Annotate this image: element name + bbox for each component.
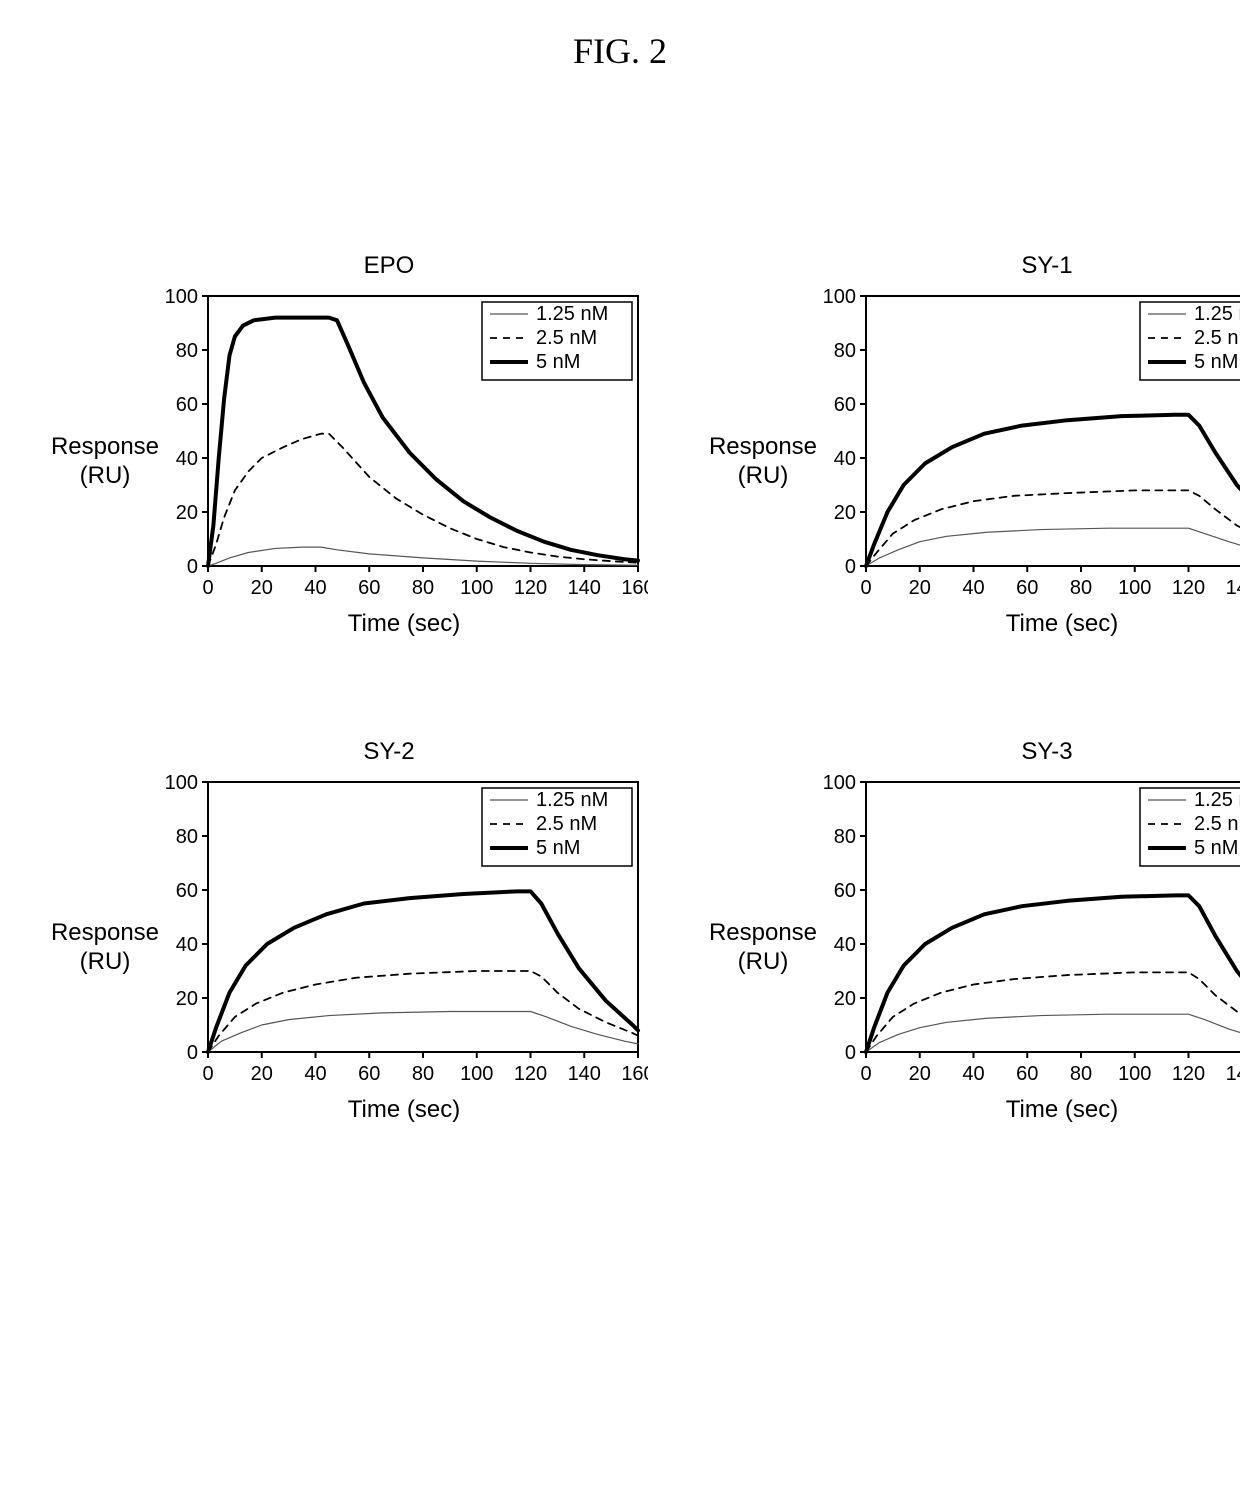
x-tick-label: 40 [304,1063,326,1085]
y-tick-label: 100 [165,772,198,794]
x-tick-label: 20 [251,577,273,599]
x-tick-label: 20 [251,1063,273,1085]
y-tick-label: 20 [834,502,856,524]
x-tick-label: 60 [358,1063,380,1085]
x-tick-label: 120 [514,1063,547,1085]
chart-svg: 0204060801000204060801001201401601.25 nM… [818,286,1240,606]
panel-title: SY-3 [788,738,1240,766]
series-line [866,895,1240,1052]
y-tick-label: 60 [176,880,198,902]
y-tick-label: 0 [187,1042,198,1064]
y-tick-label: 80 [176,826,198,848]
y-tick-label: 0 [845,1042,856,1064]
x-tick-label: 20 [909,1063,931,1085]
legend-label: 2.5 nM [1194,813,1240,835]
x-tick-label: 100 [1118,577,1151,599]
legend-label: 1.25 nM [536,303,608,325]
y-tick-label: 60 [834,394,856,416]
x-tick-label: 60 [358,577,380,599]
y-tick-label: 100 [165,286,198,308]
x-tick-label: 140 [1226,1063,1240,1085]
x-axis-label: Time (sec) [1006,610,1118,638]
legend-label: 1.25 nM [1194,789,1240,811]
figure-title: FIG. 2 [0,30,1240,72]
legend-label: 5 nM [1194,351,1238,373]
legend-label: 2.5 nM [536,813,597,835]
y-tick-label: 20 [176,988,198,1010]
chart-svg: 0204060801000204060801001201401601.25 nM… [818,772,1240,1092]
x-tick-label: 80 [1070,577,1092,599]
legend-label: 1.25 nM [1194,303,1240,325]
series-line [866,528,1240,566]
x-axis-label: Time (sec) [348,1096,460,1124]
y-tick-label: 40 [176,448,198,470]
x-tick-label: 100 [1118,1063,1151,1085]
series-line [208,891,638,1052]
x-tick-label: 40 [962,577,984,599]
y-tick-label: 20 [176,502,198,524]
x-tick-label: 80 [412,577,434,599]
y-tick-label: 80 [834,340,856,362]
chart-svg: 0 20 40 60 80 100 0 20 40 60 80 100 120 140 160 1.25 nM… [160,286,648,606]
chart-panel: SY-1 Response(RU) 0 20 40 60 80 100 0 20 40 60 80 100… [708,252,1240,638]
y-axis-label: Response(RU) [708,433,818,491]
y-tick-label: 40 [834,448,856,470]
x-tick-label: 40 [962,1063,984,1085]
legend-label: 5 nM [1194,837,1238,859]
x-axis-label: Time (sec) [348,610,460,638]
y-tick-label: 0 [845,556,856,578]
x-axis-label: Time (sec) [1006,1096,1118,1124]
y-tick-label: 60 [834,880,856,902]
y-tick-label: 80 [176,340,198,362]
x-tick-label: 100 [460,577,493,599]
series-line [866,972,1240,1052]
x-tick-label: 80 [412,1063,434,1085]
y-axis-label: Response(RU) [708,919,818,977]
y-tick-label: 20 [834,988,856,1010]
x-tick-label: 120 [1172,577,1205,599]
series-line [208,434,638,566]
x-tick-label: 120 [514,577,547,599]
x-tick-label: 60 [1016,1063,1038,1085]
x-tick-label: 60 [1016,577,1038,599]
legend-label: 2.5 nM [536,327,597,349]
panel-title: EPO [130,252,648,280]
legend-label: 2.5 nM [1194,327,1240,349]
x-tick-label: 0 [860,577,871,599]
legend-label: 5 nM [536,351,580,373]
chart-panel: SY-3 Response(RU) 0 20 40 60 80 100 0 20 40 60 80 100… [708,738,1240,1124]
x-tick-label: 0 [202,1063,213,1085]
y-tick-label: 0 [187,556,198,578]
x-tick-label: 40 [304,577,326,599]
chart-grid: EPO Response(RU) 0 20 40 60 80 100 0 20 40 60 80 100 1… [0,252,1240,1184]
chart-panel: EPO Response(RU) 0 20 40 60 80 100 0 20 40 60 80 100 1… [50,252,648,638]
series-line [866,1014,1240,1052]
x-tick-label: 160 [621,1063,648,1085]
y-tick-label: 40 [834,934,856,956]
y-axis-label: Response(RU) [50,919,160,977]
x-tick-label: 80 [1070,1063,1092,1085]
panel-title: SY-1 [788,252,1240,280]
x-tick-label: 160 [621,577,648,599]
x-tick-label: 0 [860,1063,871,1085]
x-tick-label: 140 [568,577,601,599]
x-tick-label: 140 [568,1063,601,1085]
y-tick-label: 40 [176,934,198,956]
x-tick-label: 140 [1226,577,1240,599]
y-axis-label: Response(RU) [50,433,160,491]
x-tick-label: 100 [460,1063,493,1085]
legend-label: 1.25 nM [536,789,608,811]
panel-title: SY-2 [130,738,648,766]
y-tick-label: 80 [834,826,856,848]
chart-svg: 0 20 40 60 80 100 0 20 40 60 80 100 120 140 160 1.25 nM… [160,772,648,1092]
y-tick-label: 100 [823,286,856,308]
x-tick-label: 0 [202,577,213,599]
x-tick-label: 120 [1172,1063,1205,1085]
y-tick-label: 60 [176,394,198,416]
x-tick-label: 20 [909,577,931,599]
chart-panel: SY-2 Response(RU) 0 20 40 60 80 100 0 20 40 60 80 100… [50,738,648,1124]
legend-label: 5 nM [536,837,580,859]
series-line [208,1012,638,1053]
y-tick-label: 100 [823,772,856,794]
